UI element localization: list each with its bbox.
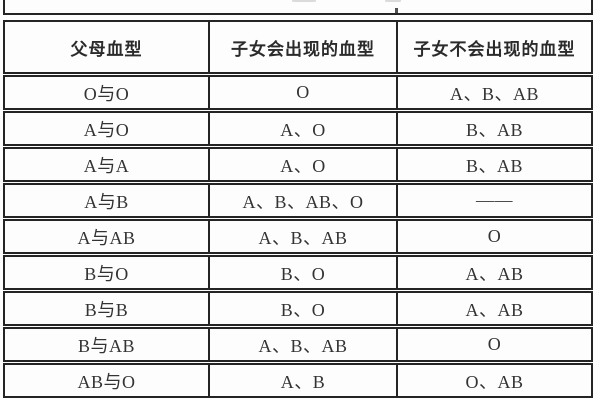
cell-possible: A、B、AB [210, 221, 398, 252]
table-row: A与B A、B、AB、O —— [3, 183, 593, 218]
table-row: O与O O A、B、AB [3, 75, 593, 110]
cell-impossible: O、AB [465, 371, 524, 392]
table-row: A与AB A、B、AB O [3, 219, 593, 254]
cell-possible: O [210, 77, 398, 108]
cell-possible: B、O [210, 293, 398, 324]
column-header-parents: 父母血型 [5, 22, 210, 72]
cell-possible: A、O [210, 113, 398, 144]
cell-parents: A与B [5, 185, 210, 216]
table-row: A与A A、O B、AB [3, 147, 593, 182]
cell-impossible: B、AB [465, 119, 523, 140]
cell-impossible: O [487, 226, 502, 246]
cutoff-text-remnant [292, 0, 316, 2]
cutoff-border-remnant [395, 8, 398, 13]
table-row: A与O A、O B、AB [3, 111, 593, 146]
cell-parents: A与O [5, 113, 210, 144]
cell-possible: A、B [210, 365, 398, 396]
cell-parents: B与AB [5, 329, 210, 360]
cell-parents: A与AB [5, 221, 210, 252]
cell-possible: B、O [210, 257, 398, 288]
cutoff-text-remnant [385, 0, 401, 2]
cell-impossible: A、B、AB [449, 83, 539, 104]
table-row: B与AB A、B、AB O [3, 327, 593, 362]
cell-parents: O与O [5, 77, 210, 108]
cell-parents: B与O [5, 257, 210, 288]
column-header-possible: 子女会出现的血型 [210, 22, 398, 72]
cell-impossible: A、AB [465, 299, 524, 320]
table-row: B与O B、O A、AB [3, 255, 593, 290]
table-row: AB与O A、B O、AB [3, 363, 593, 398]
cell-impossible: A、AB [465, 263, 524, 284]
cell-impossible: B、AB [465, 155, 523, 176]
cell-possible: A、B、AB [210, 329, 398, 360]
cell-impossible-dash: —— [476, 190, 513, 210]
cutoff-top-row [3, 0, 593, 15]
cell-parents: A与A [5, 149, 210, 180]
cell-possible: A、B、AB、O [210, 185, 398, 216]
cell-impossible: O [487, 334, 502, 354]
cell-parents: AB与O [5, 365, 210, 396]
blood-type-table: 父母血型 子女会出现的血型 子女不会出现的血型 O与O O A、B、AB A与O… [3, 20, 593, 399]
column-header-impossible: 子女不会出现的血型 [413, 39, 576, 60]
table-row: B与B B、O A、AB [3, 291, 593, 326]
table-header-row: 父母血型 子女会出现的血型 子女不会出现的血型 [3, 20, 593, 74]
cell-parents: B与B [5, 293, 210, 324]
cell-possible: A、O [210, 149, 398, 180]
